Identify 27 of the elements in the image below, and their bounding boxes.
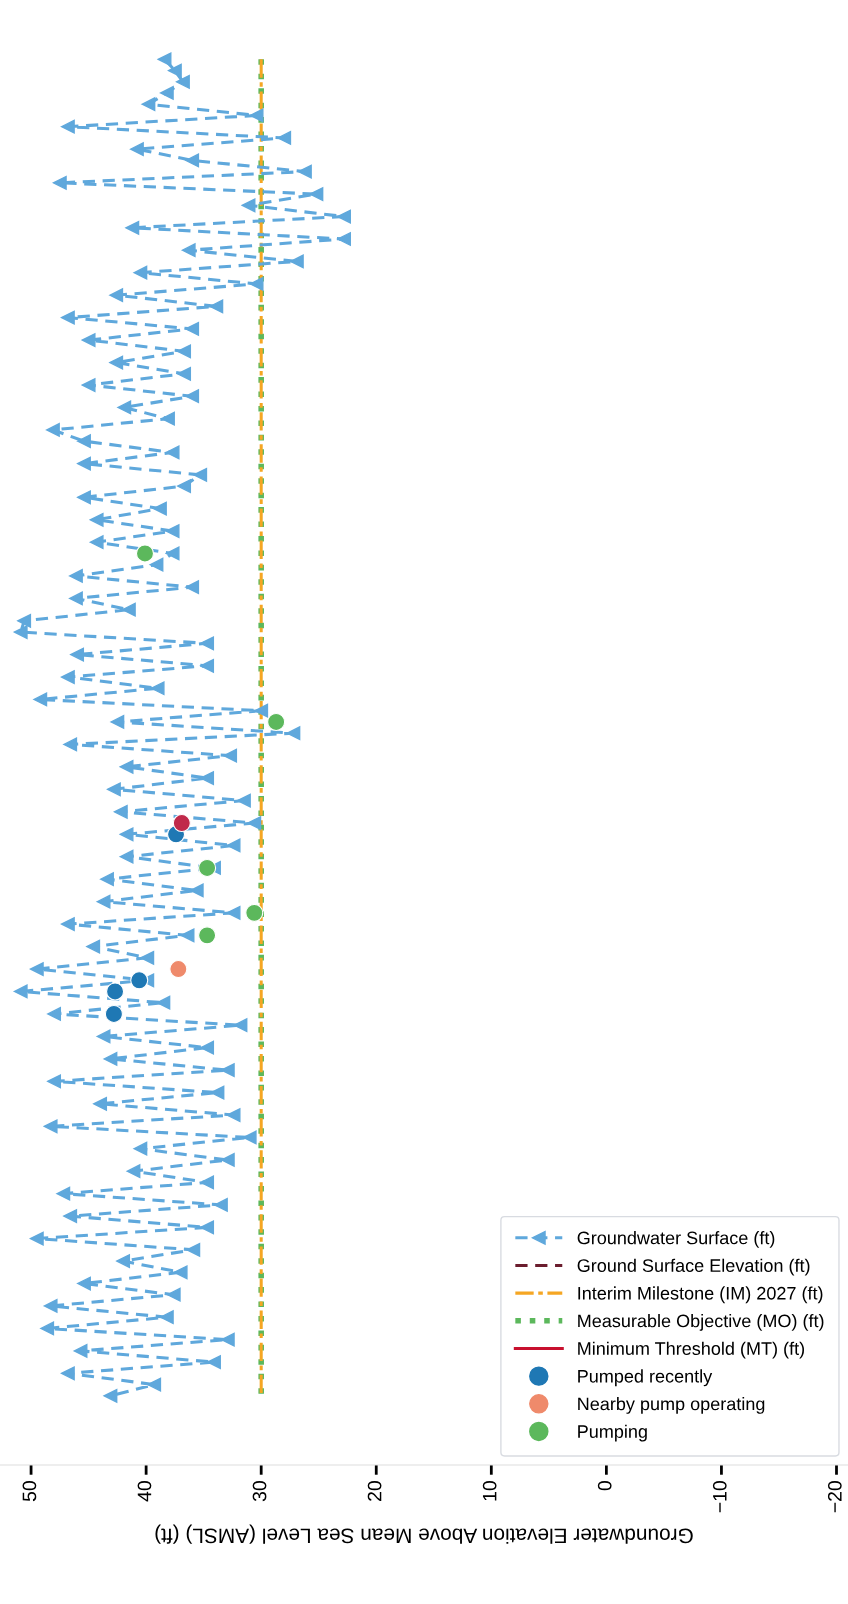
x-tick-label: 30 [252,1481,267,1502]
x-axis-title: Groundwater Elevation Above Mean Sea Level (AMSL) (ft) [155,1524,693,1544]
point [106,982,125,1001]
point [172,813,191,833]
point [130,971,149,990]
x-tick-label: 50 [22,1481,37,1502]
x-tick-label: −20 [827,1481,842,1513]
legend-label: Ground Surface Elevation (ft) [577,1258,810,1276]
legend-label: Nearby pump operating [578,1397,765,1414]
x-tick-label: 0 [597,1481,612,1491]
point [267,712,286,732]
point [245,903,264,922]
point [198,858,217,878]
legend-label: Minimum Threshold (MT) (ft) [578,1341,804,1359]
legend-label: Groundwater Surface (ft) [577,1231,775,1248]
x-tick-label: 40 [137,1481,152,1502]
point [169,959,188,979]
x-tick-label: 10 [482,1481,497,1501]
legend-label: Interim Milestone (IM) 2027 (ft) [578,1286,823,1304]
x-tick-label: 20 [367,1481,382,1501]
point [104,1004,123,1024]
x-tick-label: −10 [712,1481,727,1513]
legend-label: Pumping [578,1424,647,1442]
point [135,544,155,563]
point [198,926,217,945]
legend-label: Measurable Objective (MO) (ft) [578,1314,824,1331]
legend-label: Pumped recently [578,1369,713,1387]
